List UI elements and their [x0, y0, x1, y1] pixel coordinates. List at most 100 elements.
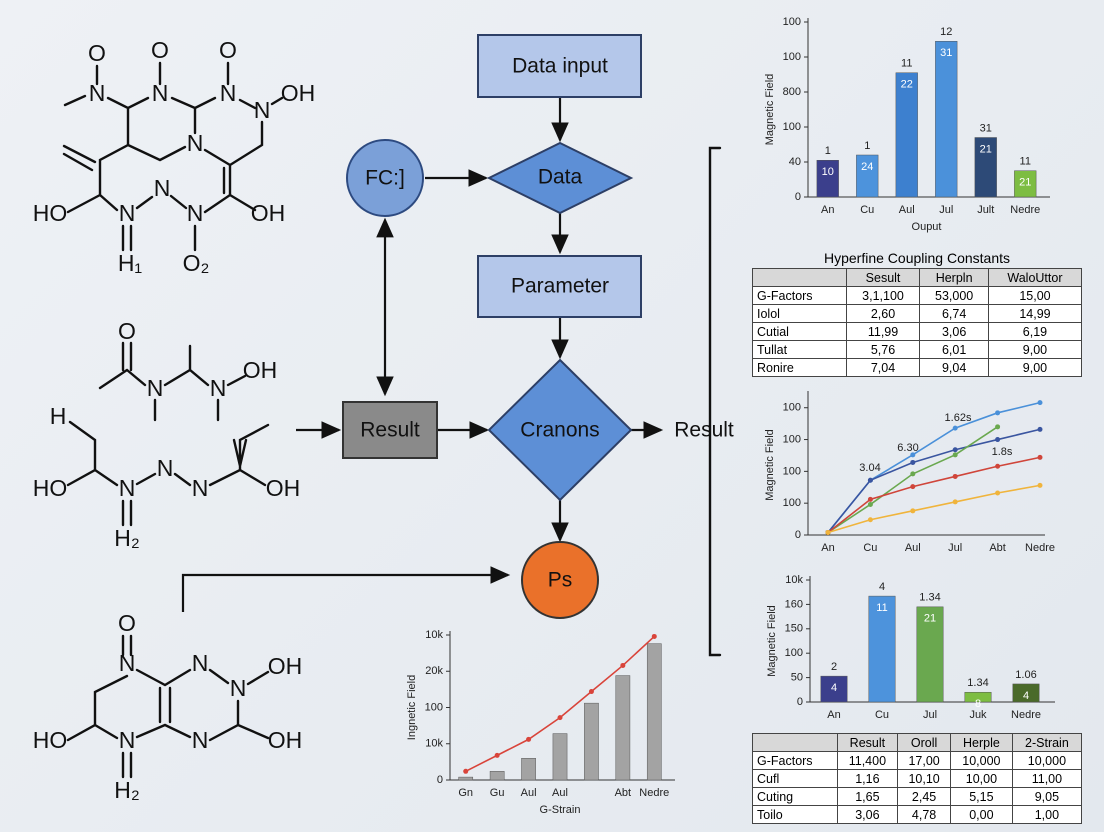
- atom: H₂: [114, 777, 140, 803]
- atom: N: [147, 375, 164, 401]
- x-tick-label: Jul: [948, 542, 962, 554]
- line-point: [952, 452, 958, 458]
- atom: N: [119, 475, 136, 501]
- bar: [820, 675, 848, 703]
- line-point: [620, 662, 626, 668]
- x-axis-label: Ouput: [912, 221, 942, 233]
- header-cell: 2-Strain: [1011, 733, 1083, 752]
- annotation: 1.62s: [945, 412, 972, 424]
- cell: 11,400: [836, 751, 899, 770]
- molecule-bonds: [62, 61, 284, 779]
- y-axis-label: Magnetic Field: [764, 429, 776, 501]
- line: [827, 456, 1041, 534]
- atom: N: [152, 80, 169, 106]
- y-tick-label: 0: [797, 696, 803, 708]
- line-point: [952, 499, 958, 505]
- annotation: 3.04: [859, 462, 880, 474]
- cell: 2,60: [845, 304, 921, 323]
- line-point: [1037, 400, 1043, 406]
- cell: G-Factors: [752, 286, 847, 305]
- atom: N: [192, 475, 209, 501]
- atom: N: [89, 80, 106, 106]
- row: Toilo 3,06 4,78 0,00 1,00: [752, 805, 1083, 824]
- node-label: Cranons: [520, 419, 599, 442]
- bar: [1012, 683, 1040, 703]
- node-label: Parameter: [511, 275, 609, 298]
- line-point: [825, 529, 831, 535]
- cell: Cufl: [752, 769, 838, 788]
- table: Result Oroll Herple 2-Strain G-Factors 11,400…: [752, 733, 1083, 824]
- atom: OH: [266, 475, 301, 501]
- atom: O: [118, 318, 136, 344]
- cell: 9,05: [1011, 787, 1083, 806]
- x-tick-label: Nedre: [1011, 709, 1041, 721]
- atom: O₂: [183, 250, 210, 276]
- bar-top-label: 11: [901, 58, 912, 70]
- atom: H₂: [114, 525, 140, 551]
- x-tick-label: Cu: [875, 709, 889, 721]
- bar-inner-label: 8: [975, 698, 981, 710]
- header-cell: Sesult: [845, 268, 921, 287]
- header-row: Result Oroll Herple 2-Strain: [752, 733, 1083, 752]
- cell: 3,06: [919, 322, 989, 341]
- atom: HO: [33, 727, 68, 753]
- y-tick-label: 100: [783, 497, 801, 509]
- atom: N: [119, 727, 136, 753]
- x-tick-label: Aul: [899, 204, 915, 216]
- atom: N: [119, 650, 136, 676]
- cell: 3,06: [836, 805, 899, 824]
- line-point: [995, 424, 1001, 430]
- row: Cufl 1,16 10,10 10,00 11,00: [752, 769, 1083, 788]
- bar: [552, 733, 568, 781]
- bar: [868, 595, 896, 703]
- x-tick-label: Nedre: [639, 787, 669, 799]
- line-point: [1037, 454, 1043, 460]
- line-point: [910, 508, 916, 514]
- bar: [935, 41, 958, 198]
- chart: 0 50 100 150 160 10k An Cu Jul Juk Nedre Magnetic F…: [766, 574, 1055, 721]
- y-tick-label: 0: [795, 529, 801, 541]
- header-cell: Oroll: [897, 733, 951, 752]
- x-tick-label: Nedre: [1025, 542, 1055, 554]
- x-tick-label: An: [821, 542, 834, 554]
- bar-inner-label: 4: [1023, 690, 1029, 702]
- cell: 2,45: [897, 787, 951, 806]
- line: [827, 428, 1041, 533]
- atom: HO: [33, 475, 68, 501]
- y-tick-label: 100: [783, 433, 801, 445]
- line-point: [910, 459, 916, 465]
- line-point: [952, 447, 958, 453]
- y-tick-label: 150: [785, 623, 803, 635]
- x-tick-label: Aul: [905, 542, 921, 554]
- x-tick-label: Aul: [552, 787, 568, 799]
- cell: 5,76: [845, 340, 921, 359]
- header-cell: WaloUttor: [987, 268, 1083, 287]
- x-tick-label: Abt: [989, 542, 1006, 554]
- node-circle: [346, 139, 424, 217]
- y-tick-label: 800: [783, 86, 801, 98]
- line-point: [867, 517, 873, 523]
- atom: N: [157, 455, 174, 481]
- atom: N: [230, 675, 247, 701]
- line-point: [1037, 482, 1043, 488]
- atom: H: [50, 403, 67, 429]
- process-box: [477, 255, 642, 318]
- y-tick-label: 100: [783, 51, 801, 63]
- cell: 1,16: [836, 769, 899, 788]
- line-point: [910, 471, 916, 477]
- atom: N: [187, 130, 204, 156]
- bar-inner-label: 11: [876, 602, 887, 614]
- bar: [615, 675, 631, 781]
- cell: 9,04: [919, 358, 989, 377]
- atom: N: [192, 727, 209, 753]
- bar-inner-label: 21: [1019, 177, 1031, 189]
- row: Cuting 1,65 2,45 5,15 9,05: [752, 787, 1083, 806]
- line-point: [910, 452, 916, 458]
- y-axis-label: Magnetic Field: [764, 74, 776, 146]
- line-point: [995, 490, 1001, 496]
- process-box: [342, 401, 438, 459]
- y-tick-label: 20k: [425, 665, 443, 677]
- y-tick-label: 10k: [425, 629, 443, 641]
